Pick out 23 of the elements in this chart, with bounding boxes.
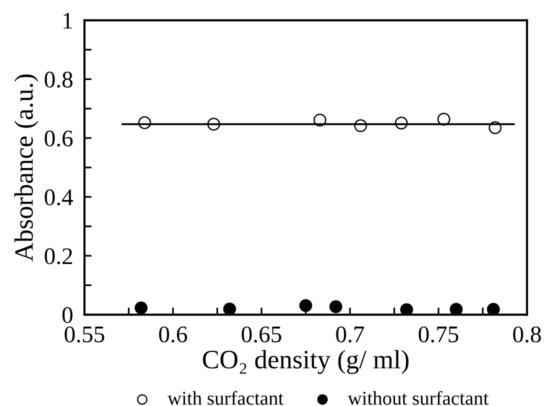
y-tick-label: 0.6 xyxy=(44,130,73,147)
point xyxy=(486,302,500,315)
y-tick-label: 1 xyxy=(64,12,72,28)
y-tick-label: 0.4 xyxy=(44,189,73,206)
legend-label: without surfactant xyxy=(348,390,489,405)
x-tick-label: 0.75 xyxy=(418,326,458,342)
point xyxy=(299,299,312,312)
y-axis-title: Absorbance (a.u.) xyxy=(14,74,38,262)
legend-label: with surfactant xyxy=(168,390,284,405)
point xyxy=(134,301,148,314)
x-tick-label: 0.55 xyxy=(64,326,104,342)
x-tick-label: 0.7 xyxy=(336,326,364,342)
point xyxy=(329,300,342,314)
y-tick-label: 0 xyxy=(62,307,72,324)
x-tick-label: 0.6 xyxy=(159,326,188,342)
point xyxy=(450,302,463,315)
x-tick-label: 0.65 xyxy=(242,326,282,342)
y-tick-label: 0.8 xyxy=(44,72,72,88)
x-tick-label: 0.8 xyxy=(513,326,541,342)
x-axis-title: CO₂ density (g/ ml) xyxy=(202,350,409,374)
point xyxy=(400,303,414,315)
point xyxy=(223,302,236,315)
y-tick-label: 0.2 xyxy=(44,248,72,264)
